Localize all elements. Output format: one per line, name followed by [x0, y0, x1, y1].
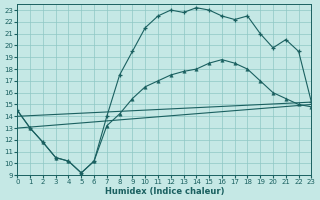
X-axis label: Humidex (Indice chaleur): Humidex (Indice chaleur) — [105, 187, 224, 196]
